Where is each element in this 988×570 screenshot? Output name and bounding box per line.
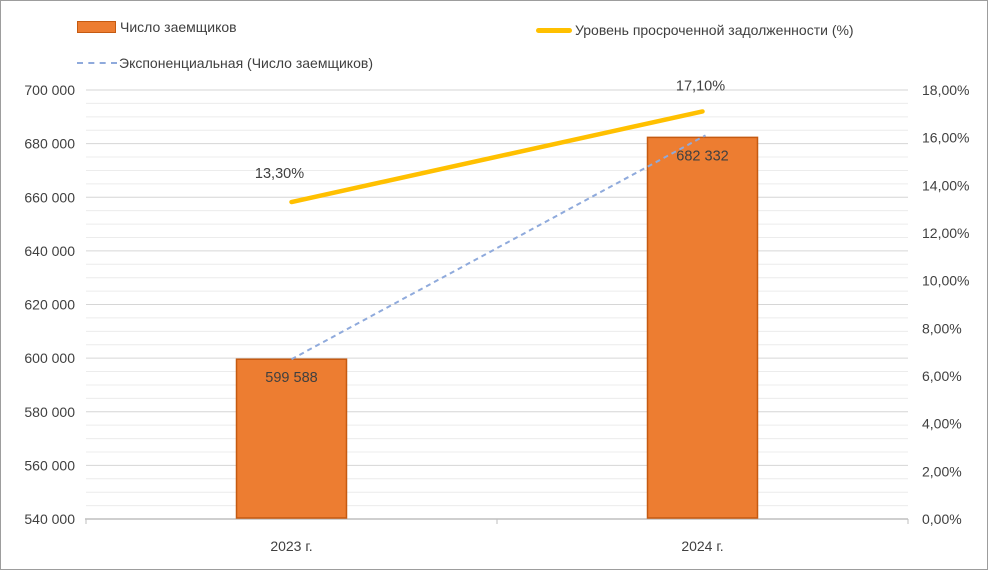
rate-value-label: 17,10%: [676, 78, 725, 94]
left-axis-tick-label: 660 000: [24, 189, 75, 205]
bar-value-label: 599 588: [265, 370, 317, 386]
category-label: 2023 г.: [270, 538, 312, 554]
right-axis-tick-label: 14,00%: [922, 177, 969, 193]
right-axis-tick-label: 10,00%: [922, 273, 969, 289]
overdue-rate-line[interactable]: [289, 109, 705, 205]
left-axis-tick-label: 540 000: [24, 511, 75, 527]
legend-item-overdue-rate[interactable]: Уровень просроченной задолженности (%): [536, 19, 854, 41]
left-axis-tick-label: 700 000: [24, 82, 75, 98]
category-label: 2024 г.: [681, 538, 723, 554]
bar-2023[interactable]: [235, 358, 348, 519]
left-axis-tick-label: 600 000: [24, 350, 75, 366]
dashed-line-swatch-icon: [77, 62, 117, 64]
exponential-trendline[interactable]: [291, 134, 706, 361]
left-axis-tick-label: 680 000: [24, 136, 75, 152]
left-axis-tick-label: 640 000: [24, 243, 75, 259]
left-axis-tick-label: 620 000: [24, 297, 75, 313]
bar-2024[interactable]: [646, 136, 759, 519]
right-axis-tick-label: 2,00%: [922, 463, 962, 479]
right-axis-tick-label: 0,00%: [922, 511, 962, 527]
right-axis-tick-label: 12,00%: [922, 225, 969, 241]
legend-label-borrowers: Число заемщиков: [120, 19, 237, 35]
rate-value-label: 13,30%: [255, 166, 304, 182]
legend-label-exponential-trend: Экспоненциальная (Число заемщиков): [119, 55, 373, 71]
bar-value-label: 682 332: [676, 148, 728, 164]
legend-item-exponential-trend[interactable]: Экспоненциальная (Число заемщиков): [77, 52, 373, 74]
right-axis-tick-label: 4,00%: [922, 416, 962, 432]
bar-swatch-icon: [77, 21, 116, 33]
right-axis-tick-label: 18,00%: [922, 82, 969, 98]
left-axis-tick-label: 580 000: [24, 404, 75, 420]
right-axis-tick-label: 6,00%: [922, 368, 962, 384]
left-axis-tick-label: 560 000: [24, 457, 75, 473]
right-axis-tick-label: 16,00%: [922, 130, 969, 146]
legend-label-overdue-rate: Уровень просроченной задолженности (%): [575, 22, 854, 38]
line-swatch-icon: [536, 27, 572, 33]
legend-item-borrowers[interactable]: Число заемщиков: [77, 16, 237, 38]
right-axis-tick-label: 8,00%: [922, 320, 962, 336]
